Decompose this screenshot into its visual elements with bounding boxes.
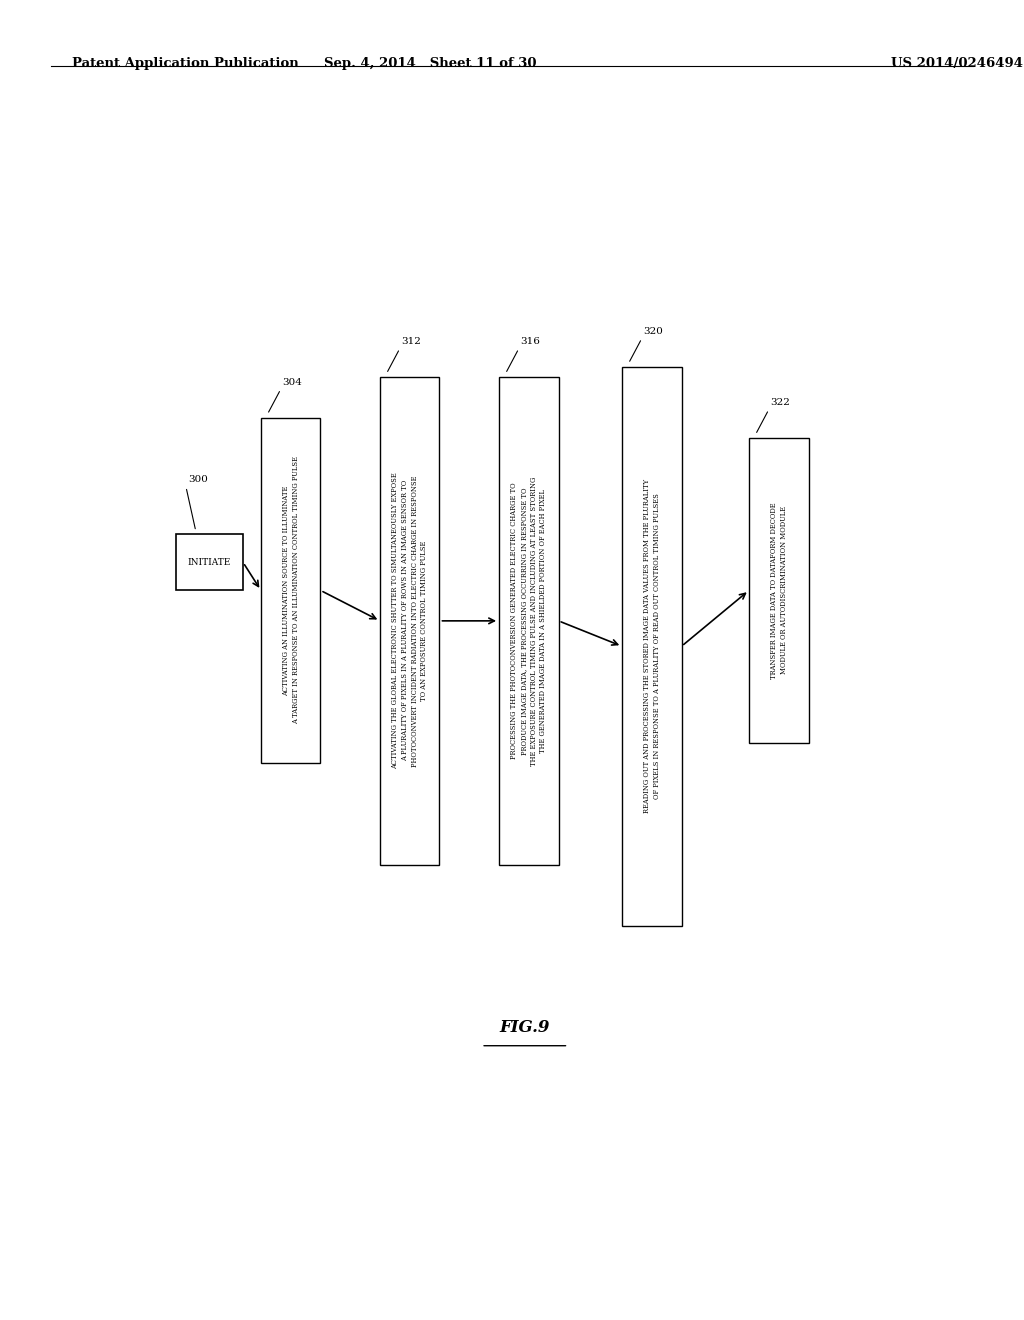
Text: ACTIVATING AN ILLUMINATION SOURCE TO ILLUMINATE
A TARGET IN RESPONSE TO AN ILLUM: ACTIVATING AN ILLUMINATION SOURCE TO ILL…: [282, 457, 300, 725]
Bar: [261, 417, 321, 763]
Text: US 2014/0246494 A1: US 2014/0246494 A1: [891, 57, 1024, 70]
Text: TRANSFER IMAGE DATA TO DATAFORM DECODE
MODULE OR AUTODISCRIMINATION MODULE: TRANSFER IMAGE DATA TO DATAFORM DECODE M…: [770, 502, 787, 678]
Text: INITIATE: INITIATE: [187, 558, 231, 566]
Text: 312: 312: [401, 338, 421, 346]
Text: Sep. 4, 2014   Sheet 11 of 30: Sep. 4, 2014 Sheet 11 of 30: [324, 57, 537, 70]
Bar: [499, 378, 558, 865]
Text: ACTIVATING THE GLOBAL ELECTRONIC SHUTTER TO SIMULTANEOUSLY EXPOSE
A PLURALITY OF: ACTIVATING THE GLOBAL ELECTRONIC SHUTTER…: [391, 473, 428, 770]
Text: FIG.9: FIG.9: [500, 1019, 550, 1036]
Text: 304: 304: [283, 378, 302, 387]
Bar: [176, 535, 243, 590]
Bar: [622, 367, 682, 925]
Text: 316: 316: [520, 338, 541, 346]
Text: 320: 320: [643, 327, 664, 337]
Text: 300: 300: [188, 475, 208, 483]
Bar: [749, 438, 809, 743]
Text: Patent Application Publication: Patent Application Publication: [72, 57, 298, 70]
Text: 322: 322: [770, 399, 791, 408]
Bar: [380, 378, 439, 865]
Text: PROCESSING THE PHOTOCONVERSION GENERATED ELECTRIC CHARGE TO
PRODUCE IMAGE DATA, : PROCESSING THE PHOTOCONVERSION GENERATED…: [510, 477, 548, 766]
Text: READING OUT AND PROCESSING THE STORED IMAGE DATA VALUES FROM THE PLURALITY
OF PI: READING OUT AND PROCESSING THE STORED IM…: [643, 479, 660, 813]
